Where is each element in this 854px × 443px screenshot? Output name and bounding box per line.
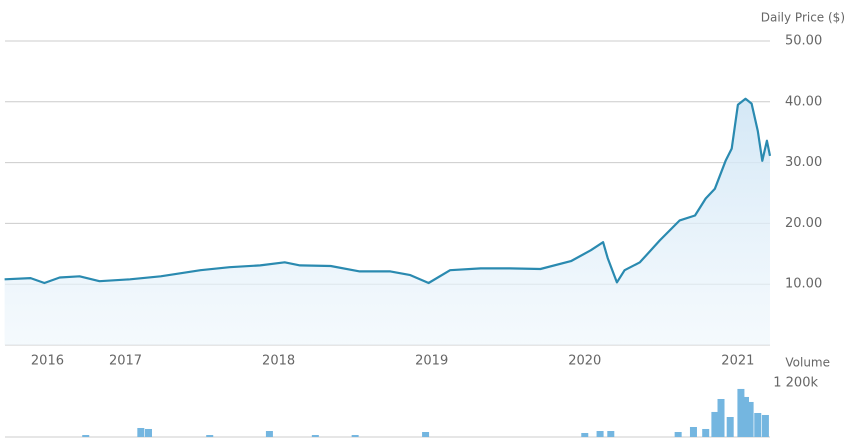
volume-bar xyxy=(422,432,430,437)
y-tick-label: 30.00 xyxy=(785,155,822,170)
volume-bar xyxy=(206,435,214,437)
volume-bar xyxy=(596,431,604,437)
y-tick-label: 20.00 xyxy=(785,216,822,231)
x-tick-label: 2020 xyxy=(568,354,601,369)
y-tick-label: 1 200k xyxy=(773,375,818,390)
y-tick-label: 40.00 xyxy=(785,94,822,109)
volume-bar xyxy=(351,435,359,437)
y-tick-label: 50.00 xyxy=(785,34,822,49)
volume-bar xyxy=(711,411,719,437)
y-tick-label: 10.00 xyxy=(785,277,822,292)
volume-bar xyxy=(137,427,145,437)
x-tick-label: 2019 xyxy=(415,354,448,369)
volume-bar xyxy=(607,431,615,437)
x-tick-label: 2016 xyxy=(31,354,64,369)
area-fill xyxy=(4,98,771,345)
volume-axis-title: Volume xyxy=(785,356,830,370)
x-tick-label: 2021 xyxy=(721,354,754,369)
volume-bar xyxy=(144,428,152,437)
price-line xyxy=(4,97,772,285)
x-tick-label: 2018 xyxy=(262,354,295,369)
volume-bar xyxy=(761,414,769,437)
x-tick-label: 2017 xyxy=(109,354,142,369)
volume-bar xyxy=(742,396,750,437)
volume-bar xyxy=(702,428,710,437)
price-axis-title: Daily Price ($) xyxy=(761,11,845,25)
volume-bar xyxy=(265,431,273,437)
volume-bar xyxy=(746,401,754,437)
volume-bar xyxy=(717,398,725,437)
volume-bar xyxy=(726,417,734,437)
volume-bar xyxy=(581,432,589,437)
volume-bar xyxy=(674,432,682,437)
volume-bar xyxy=(754,412,762,437)
volume-bar xyxy=(689,427,697,437)
volume-bar xyxy=(311,435,319,437)
volume-bar xyxy=(737,388,745,437)
volume-bar xyxy=(82,435,90,437)
